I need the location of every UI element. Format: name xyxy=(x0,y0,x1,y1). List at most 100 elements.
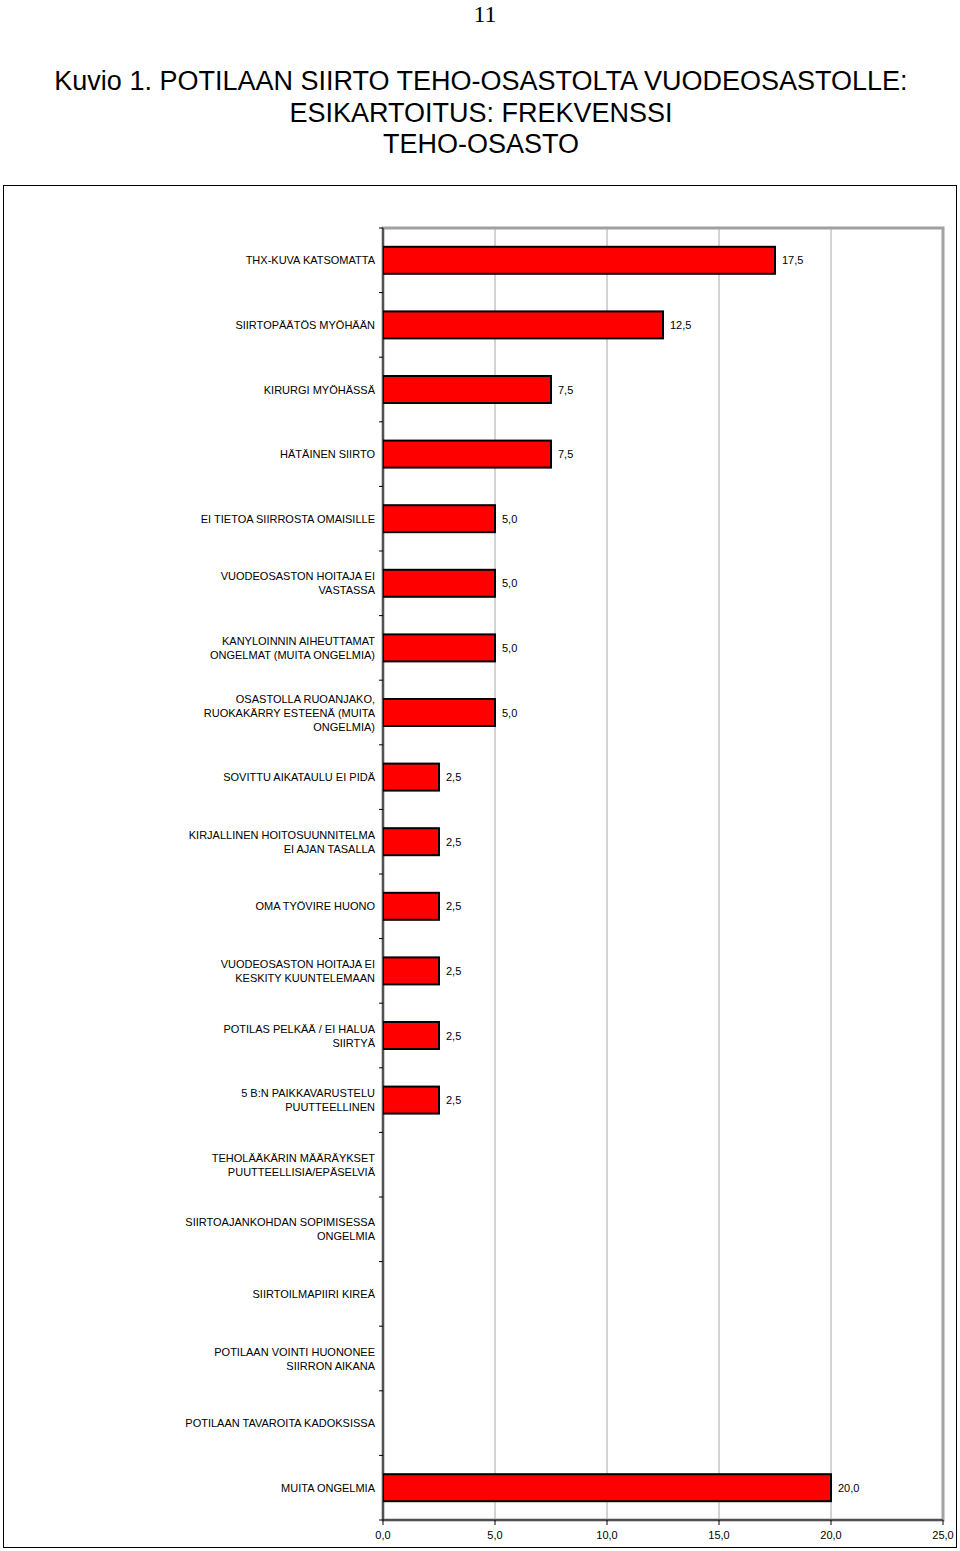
category-line: EI AJAN TASALLA xyxy=(284,843,376,855)
category-label: OSASTOLLA RUOANJAKO,RUOKAKÄRRY ESTEENÄ (… xyxy=(204,693,376,733)
category-line: VUODEOSASTON HOITAJA EI xyxy=(221,570,375,582)
tick-label: 15,0 xyxy=(708,1529,729,1541)
category-label: SIIRTOILMAPIIRI KIREÄ xyxy=(253,1288,376,1300)
category-line: ONGELMAT (MUITA ONGELMIA) xyxy=(210,649,375,661)
tick-mark xyxy=(943,1520,944,1525)
category-tick xyxy=(379,551,383,552)
bar xyxy=(383,311,663,338)
category-tick xyxy=(379,1132,383,1133)
tick-label: 0,0 xyxy=(375,1529,390,1541)
category-tick xyxy=(379,874,383,875)
bar xyxy=(383,570,495,597)
category-label: POTILAAN TAVAROITA KADOKSISSA xyxy=(185,1417,375,1429)
category-line: KESKITY KUUNTELEMAAN xyxy=(235,972,375,984)
tick-mark xyxy=(383,1520,384,1525)
chart-subtitle: TEHO-OSASTO xyxy=(383,129,579,159)
category-line: KANYLOINNIN AIHEUTTAMAT xyxy=(222,635,375,647)
category-label: THX-KUVA KATSOMATTA xyxy=(246,254,376,266)
category-tick xyxy=(379,486,383,487)
data-label: 5,0 xyxy=(502,513,517,525)
bar xyxy=(383,1087,439,1114)
category-label: HÄTÄINEN SIIRTO xyxy=(280,448,375,460)
bar xyxy=(383,699,495,726)
tick-label: 25,0 xyxy=(932,1529,953,1541)
category-line: OMA TYÖVIRE HUONO xyxy=(255,900,375,912)
bar xyxy=(383,376,551,403)
grid-line xyxy=(831,228,832,1520)
bar xyxy=(383,441,551,468)
category-line: EI TIETOA SIIRROSTA OMAISILLE xyxy=(201,513,375,525)
data-label: 5,0 xyxy=(502,577,517,589)
category-label: POTILAS PELKÄÄ / EI HALUASIIRTYÄ xyxy=(223,1023,375,1049)
data-label: 2,5 xyxy=(446,965,461,977)
category-label: VUODEOSASTON HOITAJA EI KESKITY KUUNTELEM… xyxy=(221,958,375,984)
tick-label: 20,0 xyxy=(820,1529,841,1541)
bar xyxy=(383,505,495,532)
chart-border xyxy=(4,186,957,1548)
category-label: SIIRTOAJANKOHDAN SOPIMISESSA ONGELMIA xyxy=(185,1216,375,1242)
category-label: SIIRTOPÄÄTÖS MYÖHÄÄN xyxy=(235,319,375,331)
category-line: SOVITTU AIKATAULU EI PIDÄ xyxy=(223,771,375,783)
bar xyxy=(383,893,439,920)
category-line: KIRURGI MYÖHÄSSÄ xyxy=(264,384,376,396)
category-label: MUITA ONGELMIA xyxy=(281,1482,376,1494)
category-label: POTILAAN VOINTI HUONONEE SIIRRON AIKANA xyxy=(214,1346,375,1372)
grid-line xyxy=(495,228,496,1520)
category-line: POTILAAN VOINTI HUONONEE xyxy=(214,1346,375,1358)
bar xyxy=(383,1022,439,1049)
plot-frame xyxy=(383,228,943,1520)
bars xyxy=(383,247,831,1501)
bar xyxy=(383,634,495,661)
category-tick xyxy=(379,357,383,358)
category-tick xyxy=(379,938,383,939)
grid-line xyxy=(607,228,608,1520)
title-line: Kuvio 1. POTILAAN SIIRTO TEHO-OSASTOLTA … xyxy=(54,66,907,96)
data-label: 5,0 xyxy=(502,642,517,654)
category-tick xyxy=(379,421,383,422)
category-tick xyxy=(379,744,383,745)
category-tick xyxy=(379,1520,383,1521)
data-label: 20,0 xyxy=(838,1482,859,1494)
chart-svg: 11Kuvio 1. POTILAAN SIIRTO TEHO-OSASTOLT… xyxy=(0,0,960,1551)
category-line: THX-KUVA KATSOMATTA xyxy=(246,254,376,266)
x-axis xyxy=(383,1520,943,1521)
category-line: ONGELMIA xyxy=(317,1230,376,1242)
tick-mark xyxy=(607,1520,608,1525)
category-tick xyxy=(379,1326,383,1327)
bar xyxy=(383,957,439,984)
category-tick xyxy=(379,1261,383,1262)
data-label: 2,5 xyxy=(446,771,461,783)
category-label: KIRJALLINEN HOITOSUUNNITELMAEI AJAN TASA… xyxy=(189,829,376,855)
category-line: VUODEOSASTON HOITAJA EI xyxy=(221,958,375,970)
category-tick xyxy=(379,228,383,229)
title-line: ESIKARTOITUS: FREKVENSSI xyxy=(289,98,672,128)
category-label: 5 B:N PAIKKAVARUSTELUPUUTTEELLINEN xyxy=(241,1087,375,1113)
data-label: 2,5 xyxy=(446,900,461,912)
category-label: KANYLOINNIN AIHEUTTAMAT ONGELMAT (MUITA O… xyxy=(210,635,375,661)
category-line: SIIRTYÄ xyxy=(332,1037,375,1049)
category-line: VASTASSA xyxy=(319,584,376,596)
data-label: 2,5 xyxy=(446,1094,461,1106)
tick-label: 10,0 xyxy=(596,1529,617,1541)
category-line: HÄTÄINEN SIIRTO xyxy=(280,448,375,460)
chart-title: Kuvio 1. POTILAAN SIIRTO TEHO-OSASTOLTA … xyxy=(54,66,907,128)
category-label: VUODEOSASTON HOITAJA EI VASTASSA xyxy=(221,570,376,596)
data-label: 7,5 xyxy=(558,448,573,460)
tick-mark xyxy=(495,1520,496,1525)
category-line: SIIRTOAJANKOHDAN SOPIMISESSA xyxy=(185,1216,375,1228)
data-label: 17,5 xyxy=(782,254,803,266)
data-label: 2,5 xyxy=(446,836,461,848)
category-line: PUUTTEELLINEN xyxy=(285,1101,375,1113)
category-line: MUITA ONGELMIA xyxy=(281,1482,376,1494)
category-tick xyxy=(379,292,383,293)
category-tick xyxy=(379,1390,383,1391)
data-label: 2,5 xyxy=(446,1030,461,1042)
category-line: ONGELMIA) xyxy=(313,721,375,733)
category-line: RUOKAKÄRRY ESTEENÄ (MUITA xyxy=(204,707,376,719)
category-line: SIIRRON AIKANA xyxy=(286,1360,375,1372)
tick-label: 5,0 xyxy=(487,1529,502,1541)
category-line: TEHOLÄÄKÄRIN MÄÄRÄYKSET xyxy=(212,1152,375,1164)
bar xyxy=(383,247,775,274)
tick-mark xyxy=(719,1520,720,1525)
category-tick xyxy=(379,1003,383,1004)
